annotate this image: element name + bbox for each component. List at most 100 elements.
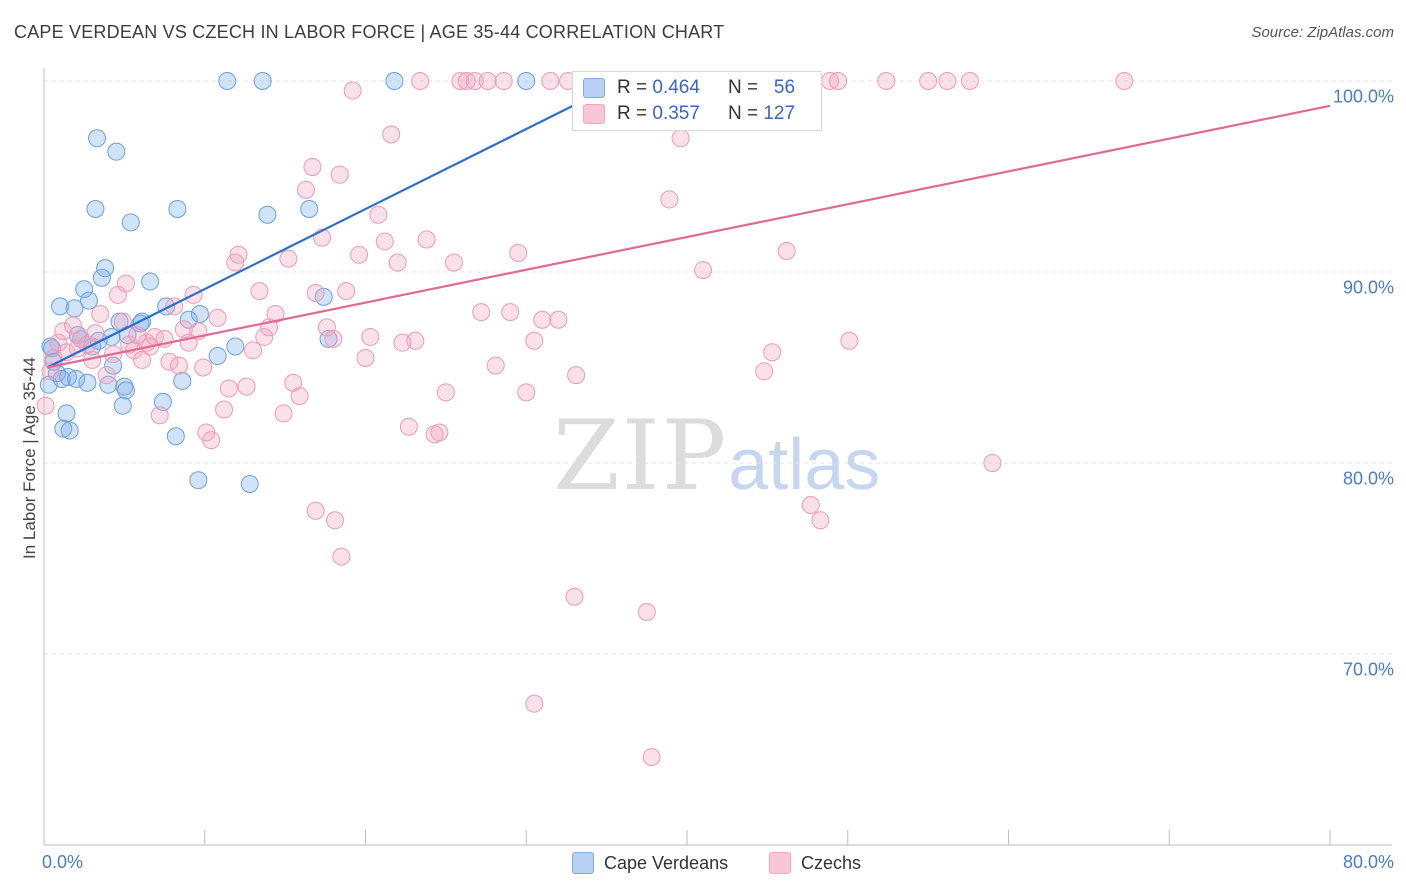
cape-verdean-point	[54, 419, 73, 438]
czech-point	[501, 303, 520, 322]
czech-point	[274, 404, 293, 423]
legend-r-label: R =	[617, 103, 648, 124]
czech-point	[694, 261, 713, 280]
cape-verdean-point	[189, 471, 208, 490]
czech-point	[811, 511, 830, 530]
legend-item-cape-verdeans[interactable]: Cape Verdeans	[572, 852, 728, 874]
czech-point	[509, 243, 528, 262]
czech-point	[777, 241, 796, 260]
czech-point	[290, 387, 309, 406]
legend-r-value: 0.464	[652, 77, 700, 98]
czech-point	[86, 324, 105, 343]
cape-verdean-point	[121, 213, 140, 232]
legend-n-label: N =	[727, 77, 759, 98]
czech-point	[229, 245, 248, 264]
watermark: ZIPatlas	[553, 400, 880, 512]
cape-verdean-point	[86, 199, 105, 218]
czech-point	[343, 81, 362, 100]
czech-point	[406, 331, 425, 350]
czech-point	[411, 72, 430, 90]
czech-point	[128, 326, 147, 345]
czech-point	[91, 305, 110, 324]
czech-point	[194, 358, 213, 377]
czech-point	[637, 602, 656, 621]
czech-point	[525, 331, 544, 350]
czech-point	[919, 72, 938, 90]
czech-point	[317, 318, 336, 337]
czech-point	[306, 501, 325, 520]
source-label: Source: ZipAtlas.com	[1251, 24, 1394, 41]
czech-point	[388, 253, 407, 272]
czech-point	[382, 125, 401, 144]
czech-point	[202, 431, 221, 450]
czech-point	[332, 547, 351, 566]
czech-point	[829, 72, 848, 90]
legend-row-cape-verdeans: R = 0.464 N = 56	[583, 77, 795, 99]
czech-point	[337, 282, 356, 301]
czech-point	[350, 245, 369, 264]
czech-point	[938, 72, 957, 90]
czech-point	[150, 406, 169, 425]
czech-point	[444, 253, 463, 272]
czech-point	[219, 379, 238, 398]
czech-point	[983, 454, 1002, 472]
czech-point	[255, 327, 274, 346]
czech-point	[170, 356, 189, 375]
czech-point	[133, 350, 152, 369]
czech-point	[306, 284, 325, 303]
czech-point	[417, 230, 436, 249]
cape-verdean-point	[226, 337, 245, 356]
cape-verdean-point	[258, 205, 277, 224]
y-tick-label: 90.0%	[1342, 277, 1394, 298]
czech-point	[237, 377, 256, 396]
czech-point	[1115, 72, 1134, 90]
legend-label: Cape Verdeans	[604, 852, 729, 873]
cape-verdean-point	[113, 396, 132, 415]
czech-point	[763, 343, 782, 362]
y-tick-label: 80.0%	[1342, 468, 1394, 489]
cape-verdean-point	[75, 280, 94, 299]
cape-verdean-point	[385, 72, 404, 90]
watermark-zip: ZIP	[553, 400, 729, 512]
czech-point	[877, 72, 896, 90]
cape-verdean-point	[78, 373, 97, 392]
legend-n-label: N =	[727, 103, 759, 124]
czech-point	[375, 232, 394, 251]
czech-point	[671, 129, 690, 148]
legend-swatch	[769, 852, 791, 874]
legend-item-czechs[interactable]: Czechs	[769, 852, 861, 874]
legend-n-value: 56	[773, 77, 796, 98]
cape-verdean-point	[300, 199, 319, 218]
czech-point	[297, 180, 316, 199]
cape-verdean-point	[99, 375, 118, 394]
czech-point	[567, 366, 586, 385]
czech-point	[174, 320, 193, 339]
czech-point	[208, 308, 227, 327]
legend-row-czechs: R = 0.357 N = 127	[583, 103, 795, 125]
legend-swatch	[583, 78, 605, 98]
czech-point	[250, 282, 269, 301]
x-tick-label: 80.0%	[1342, 852, 1394, 872]
czech-point	[430, 423, 449, 442]
czech-point	[755, 362, 774, 381]
czech-point	[279, 249, 298, 268]
czech-point	[215, 400, 234, 419]
cape-verdean-point	[51, 297, 70, 316]
chart-title: CAPE VERDEAN VS CZECH IN LABOR FORCE | A…	[14, 22, 725, 42]
czech-point	[642, 748, 661, 767]
czech-point	[840, 331, 859, 350]
czech-point	[472, 303, 491, 322]
czech-point	[243, 341, 262, 360]
cape-verdean-point	[218, 72, 237, 90]
czech-point	[330, 165, 349, 184]
cape-verdean-trendline	[46, 80, 624, 369]
czech-point	[325, 511, 344, 530]
cape-verdean-point	[116, 381, 135, 400]
y-tick-label: 100.0%	[1332, 86, 1394, 107]
legend-r-value: 0.357	[652, 103, 700, 124]
cape-verdean-point	[57, 404, 76, 423]
czech-point	[436, 383, 455, 402]
cape-verdean-point	[179, 310, 198, 329]
cape-verdean-point	[208, 347, 227, 366]
x-tick-label: 0.0%	[42, 852, 84, 872]
